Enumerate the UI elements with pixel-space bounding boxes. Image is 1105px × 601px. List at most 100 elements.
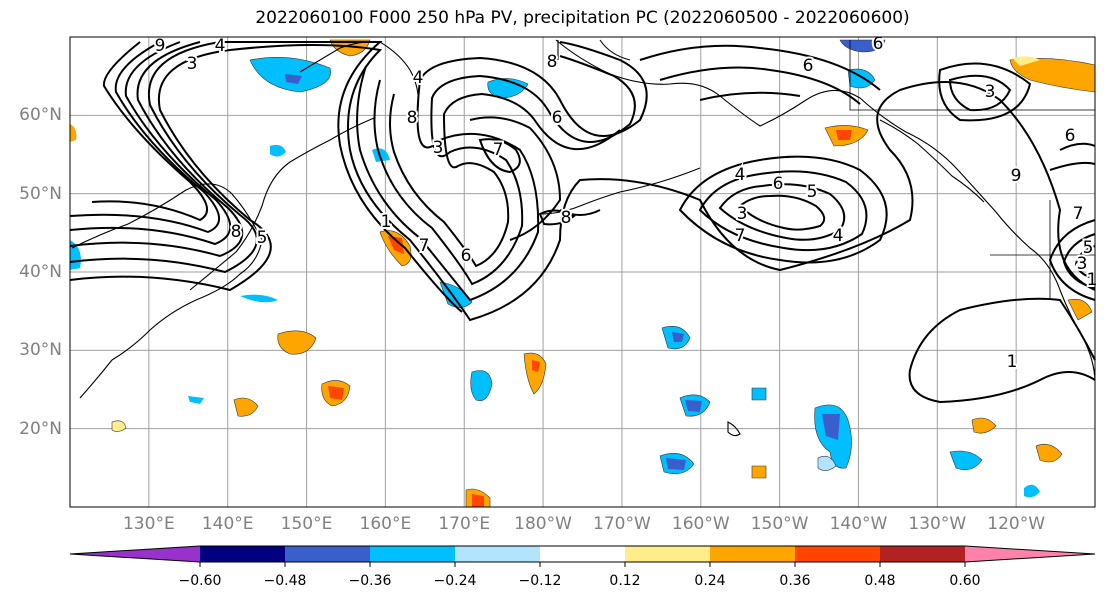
- colorbar-segment: [370, 546, 456, 562]
- contour-label: 4: [833, 226, 844, 246]
- precip-area-neg: [672, 332, 684, 342]
- figure-title: 2022060100 F000 250 hPa PV, precipitatio…: [255, 8, 910, 28]
- contour-label: 4: [735, 165, 746, 185]
- contour-label: 3: [985, 82, 996, 102]
- colorbar-segment: [880, 546, 966, 562]
- contour-label: 8: [547, 52, 558, 72]
- precip-area-neg: [240, 294, 278, 303]
- colorbar-ticks: [199, 562, 966, 567]
- colorbar-tick-label: −0.48: [263, 573, 307, 589]
- coastline-hawaii: [727, 421, 741, 437]
- colorbar-segment: [795, 546, 881, 562]
- pv-contour-line: [389, 92, 621, 268]
- contour-label: 6: [461, 246, 472, 266]
- longitude-label: 140°W: [829, 514, 888, 534]
- colorbar-segment: [455, 546, 541, 562]
- precip-area-neg: [285, 74, 302, 84]
- colorbar-segment: [625, 546, 711, 562]
- longitude-label: 170°E: [438, 514, 491, 534]
- longitude-label: 120°W: [987, 514, 1046, 534]
- colorbar-tick-label: −0.12: [518, 573, 562, 589]
- precip-area-neg: [372, 148, 390, 162]
- colorbar-segment: [285, 546, 371, 562]
- contour-label: 8: [407, 108, 418, 128]
- contour-label: 3: [1077, 254, 1088, 274]
- contour-label: 5: [257, 228, 268, 248]
- pv-contour-line: [69, 41, 463, 313]
- precip-area-neg: [949, 450, 983, 471]
- longitude-label: 150°E: [280, 514, 333, 534]
- contour-label: 7: [735, 226, 746, 246]
- precip-area-neg: [188, 396, 204, 404]
- contour-label: 1: [381, 212, 392, 232]
- longitude-label: 150°W: [750, 514, 809, 534]
- longitude-label: 180°W: [514, 514, 572, 534]
- colorbar-tick-label: 0.48: [864, 573, 896, 589]
- latitude-label: 40°N: [19, 262, 62, 282]
- colorbar-tick-label: −0.60: [178, 573, 222, 589]
- precip-area-neg: [470, 370, 493, 401]
- colorbar-tick-label: 0.60: [949, 573, 981, 589]
- colorbar-segment: [70, 546, 200, 562]
- longitude-label: 130°E: [122, 514, 175, 534]
- precip-area-pos: [523, 352, 547, 395]
- longitude-label: 170°W: [593, 514, 651, 534]
- precip-area-pos: [1067, 298, 1093, 321]
- precip-area-neg: [270, 144, 286, 157]
- contour-label: 6: [873, 34, 884, 54]
- contour-label: 1: [1007, 352, 1018, 372]
- contour-label: 6: [773, 174, 784, 194]
- colorbar-segment: [965, 546, 1095, 562]
- pv-contour-line: [69, 41, 244, 258]
- coastline-alaska-north-america: [555, 39, 1096, 381]
- precip-area-pos: [836, 130, 852, 140]
- coastline-aleutians: [539, 167, 701, 215]
- precip-area-pos: [1009, 58, 1096, 93]
- precip-area-pos: [532, 360, 540, 372]
- pv-contour-line: [69, 41, 232, 246]
- precip-area-neg: [822, 414, 840, 440]
- precip-area-pos: [1035, 443, 1063, 463]
- precip-area-neg: [839, 39, 886, 53]
- latitude-label: 60°N: [19, 105, 62, 126]
- precip-area-neg: [751, 387, 767, 401]
- contour-label: 1: [1087, 270, 1098, 290]
- contour-label: 7: [419, 236, 430, 256]
- pv-contour-line: [538, 209, 576, 226]
- pv-contour-line: [69, 41, 220, 234]
- coastline-japan-kuril: [189, 117, 375, 291]
- coastline-chukotka: [557, 39, 631, 61]
- precip-area-pos: [70, 124, 77, 142]
- pv-contour-line: [1049, 142, 1096, 171]
- pv-contour-line: [938, 62, 1032, 122]
- precip-area-pos: [1012, 56, 1040, 66]
- contour-label: 4: [413, 68, 424, 88]
- colorbar-segments: [69, 545, 1096, 563]
- latitude-label: 50°N: [19, 183, 62, 204]
- contour-label: 6: [1065, 126, 1076, 146]
- contour-label: 5: [1083, 238, 1094, 258]
- contour-label: 3: [187, 54, 198, 74]
- contour-label: 8: [561, 208, 572, 228]
- colorbar-tick-label: −0.36: [348, 573, 392, 589]
- colorbar-tick-label: 0.12: [609, 573, 641, 589]
- pv-contour-line: [91, 41, 209, 222]
- latitude-label: 30°N: [19, 340, 62, 361]
- pv-contour-line: [678, 155, 888, 264]
- colorbar-tick-label: 0.24: [694, 573, 726, 589]
- pv-contour-line: [738, 194, 826, 231]
- precip-area-neg: [685, 400, 702, 412]
- precip-area-pos: [233, 397, 259, 417]
- coastlines: [71, 39, 1096, 437]
- contour-label: 7: [493, 140, 504, 160]
- longitude-label: 140°E: [201, 514, 254, 534]
- longitude-label: 130°W: [908, 514, 967, 534]
- precip-area-neg: [666, 458, 686, 470]
- pv-contour-line: [908, 297, 1096, 404]
- colorbar-tick-label: 0.36: [779, 573, 811, 589]
- colorbar-segment: [200, 546, 286, 562]
- coastline-alaska-panhandle: [879, 119, 985, 203]
